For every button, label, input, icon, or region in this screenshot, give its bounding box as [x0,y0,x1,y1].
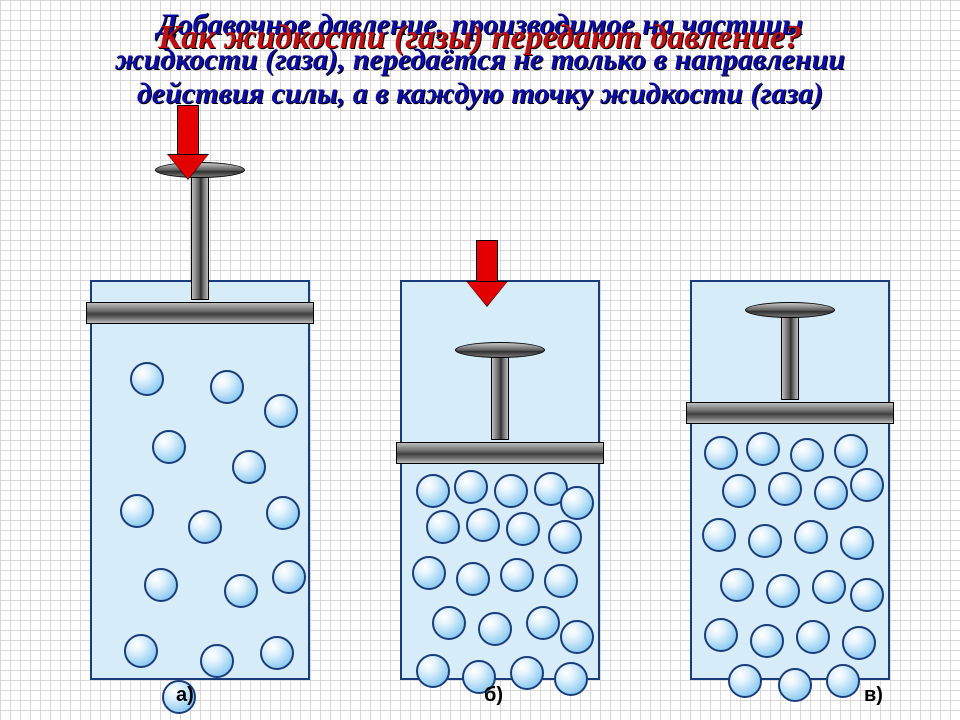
particle [826,664,860,698]
piston-cap [745,302,835,318]
piston-plate [686,402,894,424]
particle [750,624,784,658]
particle [454,470,488,504]
particle [722,474,756,508]
particle [500,558,534,592]
title-red: Как жидкости (газы) передают давление? [0,18,960,57]
vessel-a [90,280,310,680]
particle [702,518,736,552]
particle [416,474,450,508]
title-blue-line3: действия силы, а в каждую точку жидкости… [0,77,960,112]
particle [478,612,512,646]
particle [842,626,876,660]
particle [494,474,528,508]
piston-cap [455,342,545,358]
particle [812,570,846,604]
particle [224,574,258,608]
particle [544,564,578,598]
particle [778,668,812,702]
particle [746,432,780,466]
particle [548,520,582,554]
particle [704,618,738,652]
particle [124,634,158,668]
particle [232,450,266,484]
particle [466,508,500,542]
particle [510,656,544,690]
particle [152,430,186,464]
particle [850,578,884,612]
particle [814,476,848,510]
particle [120,494,154,528]
particle [796,620,830,654]
particle [266,496,300,530]
particle [768,472,802,506]
particle [560,486,594,520]
particle [200,644,234,678]
particle [728,664,762,698]
piston-plate [86,302,314,324]
piston-rod [491,350,509,440]
particle [432,606,466,640]
particle [144,568,178,602]
particle [748,524,782,558]
piston-plate [396,442,604,464]
vessel-label-a: а) [176,684,194,707]
particle [130,362,164,396]
particle [834,434,868,468]
title-red-block: Как жидкости (газы) передают давление? [0,18,960,57]
diagram-stage: Добавочное давление, производимое на час… [0,0,960,720]
particle [766,574,800,608]
particle [506,512,540,546]
particle [426,510,460,544]
particle [272,560,306,594]
particle [264,394,298,428]
piston-rod [781,310,799,400]
particle [210,370,244,404]
particle [456,562,490,596]
vessel-label-c: в) [864,684,883,707]
particle [560,620,594,654]
piston-rod [191,170,209,300]
particle [840,526,874,560]
particle [850,468,884,502]
particle [260,636,294,670]
particle [412,556,446,590]
particle [526,606,560,640]
particle [790,438,824,472]
particle [704,436,738,470]
vessel-b [400,280,600,680]
vessel-label-b: б) [484,684,503,707]
particle [416,654,450,688]
particle [794,520,828,554]
particle [720,568,754,602]
particle [554,662,588,696]
particle [188,510,222,544]
